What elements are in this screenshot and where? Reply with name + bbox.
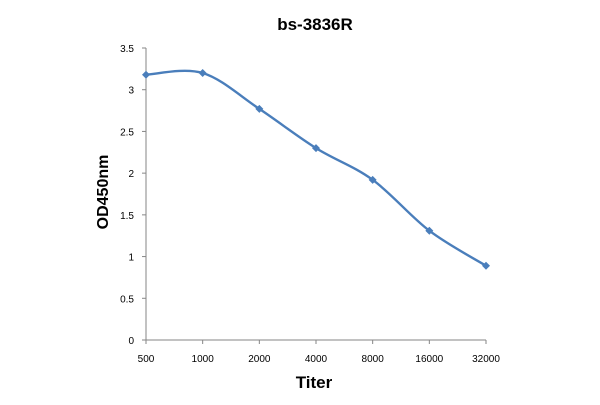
series-line	[145, 69, 487, 267]
x-ticks: 500 1000 2000 4000 8000 16000 32000	[138, 340, 500, 365]
x-tick-label: 16000	[415, 354, 443, 365]
data-point-marker	[482, 261, 490, 270]
x-tick-label: 4000	[305, 354, 328, 365]
x-tick-label: 32000	[472, 354, 500, 365]
y-ticks: 0 0.5 1 1.5 2 2.5 3 3.5	[120, 44, 146, 347]
data-point-marker	[142, 70, 150, 79]
y-tick-label: 0	[128, 336, 134, 347]
y-tick-label: 2	[128, 169, 134, 180]
y-tick-label: 2.5	[120, 127, 134, 138]
y-tick-label: 0.5	[120, 294, 134, 305]
axes	[145, 48, 486, 341]
x-axis-label: Titer	[296, 373, 333, 392]
y-axis-label: OD450nm	[95, 155, 112, 230]
chart-title: bs-3836R	[277, 15, 353, 34]
data-point-marker	[368, 175, 377, 184]
y-tick-label: 1	[128, 253, 134, 264]
series-layer	[142, 69, 490, 270]
y-tick-label: 3.5	[120, 44, 134, 55]
x-tick-label: 2000	[248, 354, 271, 365]
y-tick-label: 3	[128, 86, 134, 97]
data-point-marker	[198, 69, 207, 78]
x-tick-label: 8000	[362, 354, 385, 365]
x-tick-label: 1000	[192, 354, 215, 365]
data-point-marker	[312, 144, 320, 153]
data-point-marker	[425, 226, 434, 235]
y-tick-label: 1.5	[120, 211, 134, 222]
data-point-marker	[255, 104, 264, 113]
x-tick-label: 500	[138, 354, 155, 365]
